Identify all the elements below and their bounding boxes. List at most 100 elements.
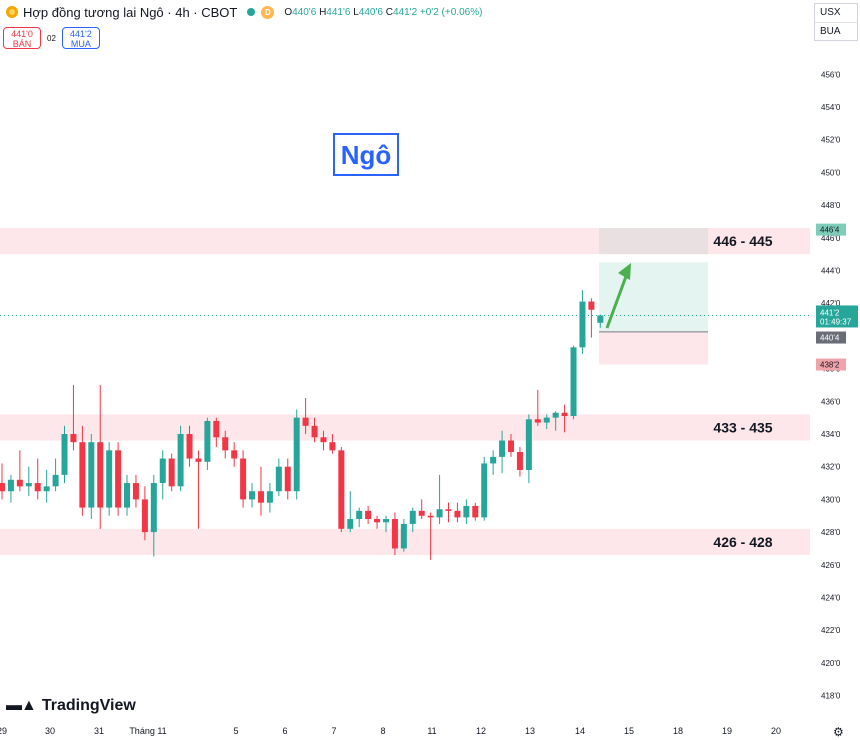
candle-body[interactable] — [552, 412, 559, 418]
candle-body[interactable] — [445, 509, 452, 511]
candle-body[interactable] — [88, 442, 95, 508]
candle-body[interactable] — [365, 510, 372, 520]
candle-body[interactable] — [499, 440, 506, 457]
candle-body[interactable] — [61, 434, 68, 475]
candle-body[interactable] — [275, 466, 282, 492]
candle-body[interactable] — [97, 442, 104, 508]
candle-body[interactable] — [508, 440, 515, 452]
candle-body[interactable] — [588, 301, 595, 310]
tradingview-logo[interactable]: ▬▲ TradingView — [6, 697, 136, 714]
candle-body[interactable] — [213, 420, 220, 438]
candle-body[interactable] — [391, 519, 398, 549]
settings-gear-icon[interactable]: ⚙ — [833, 725, 844, 739]
candle-body[interactable] — [106, 450, 113, 508]
candle-body[interactable] — [70, 434, 77, 443]
candle-body[interactable] — [132, 483, 139, 500]
candle-body[interactable] — [481, 463, 488, 518]
candle-body[interactable] — [177, 434, 184, 487]
price-tick-label: 426'0 — [821, 561, 841, 570]
candle-body[interactable] — [597, 315, 604, 323]
stop-area[interactable] — [599, 331, 708, 365]
candle-body[interactable] — [79, 442, 86, 508]
candle-body[interactable] — [534, 419, 541, 423]
candle-body[interactable] — [418, 510, 425, 516]
candle-body[interactable] — [374, 519, 381, 523]
candle-body[interactable] — [409, 510, 416, 524]
unit-selector[interactable]: USX BUA — [814, 3, 858, 41]
candle-body[interactable] — [124, 483, 131, 508]
unit-option[interactable]: BUA — [820, 26, 841, 37]
time-tick-label: 7 — [331, 726, 337, 736]
target-price-tag-bg — [816, 223, 846, 236]
time-tick-label: 5 — [233, 726, 239, 736]
candle-body[interactable] — [329, 442, 336, 451]
candle-body[interactable] — [222, 437, 229, 451]
candle-body[interactable] — [43, 486, 50, 492]
candle-body[interactable] — [25, 483, 32, 487]
open-value: 440'6 — [292, 6, 317, 18]
time-tick-label: 6 — [282, 726, 288, 736]
time-tick-label: 12 — [475, 726, 487, 736]
candle-body[interactable] — [382, 519, 389, 523]
sell-button[interactable]: 441'0 BÁN — [3, 27, 41, 49]
price-tick-label: 434'0 — [821, 430, 841, 439]
candle-body[interactable] — [436, 509, 443, 518]
candle-body[interactable] — [0, 483, 5, 492]
candle-body[interactable] — [454, 510, 461, 518]
candle-body[interactable] — [400, 523, 407, 549]
candle-body[interactable] — [186, 434, 193, 459]
candle-body[interactable] — [561, 412, 568, 417]
candle-body[interactable] — [320, 437, 327, 443]
entry-price-tag: 440'4 — [820, 334, 840, 343]
time-tick-label: 15 — [623, 726, 635, 736]
candle-body[interactable] — [240, 458, 247, 500]
candle-body[interactable] — [231, 450, 238, 459]
time-tick-label: 14 — [574, 726, 586, 736]
candle-body[interactable] — [427, 515, 434, 518]
buy-button[interactable]: 441'2 MUA — [61, 27, 100, 49]
time-tick-label: 20 — [770, 726, 782, 736]
candle-body[interactable] — [516, 451, 523, 470]
price-tick-label: 454'0 — [821, 103, 841, 112]
candle-body[interactable] — [115, 450, 122, 508]
candle-body[interactable] — [159, 458, 166, 484]
high-value: 441'6 — [326, 6, 351, 18]
time-tick-label: 8 — [380, 726, 386, 736]
candle-body[interactable] — [311, 425, 318, 438]
candle-body[interactable] — [249, 491, 256, 500]
symbol-title[interactable]: Hợp đồng tương lai Ngô · 4h · CBOT — [23, 4, 238, 20]
candle-body[interactable] — [356, 510, 363, 520]
candle-body[interactable] — [347, 519, 354, 529]
candle-body[interactable] — [141, 499, 148, 533]
candle-body[interactable] — [195, 458, 202, 462]
title-box[interactable] — [333, 133, 399, 176]
candle-body[interactable] — [525, 419, 532, 470]
candle-body[interactable] — [7, 479, 14, 492]
candle-body[interactable] — [150, 483, 157, 533]
candle-body[interactable] — [284, 466, 291, 492]
price-tick-label: 448'0 — [821, 201, 841, 210]
time-tick-label: Tháng 11 — [129, 726, 167, 736]
trade-panel: 441'0 BÁN 02 441'2 MUA — [3, 27, 100, 49]
candle-body[interactable] — [257, 491, 264, 503]
candle-body[interactable] — [204, 420, 211, 462]
target-area[interactable] — [599, 262, 708, 332]
candle-body[interactable] — [490, 456, 497, 464]
price-tick-label: 456'0 — [821, 70, 841, 79]
candle-body[interactable] — [543, 417, 550, 423]
candle-body[interactable] — [293, 417, 300, 492]
candle-body[interactable] — [34, 483, 41, 492]
candle-body[interactable] — [168, 458, 175, 487]
candle-body[interactable] — [266, 491, 273, 503]
bar-countdown: 01:49:37 — [820, 317, 852, 326]
currency-option[interactable]: USX — [815, 4, 857, 23]
candle-body[interactable] — [570, 347, 577, 417]
candle-body[interactable] — [302, 417, 309, 426]
candle-body[interactable] — [472, 505, 479, 518]
candle-body[interactable] — [52, 474, 59, 487]
candle-body[interactable] — [463, 505, 470, 518]
candle-body[interactable] — [16, 479, 23, 487]
candle-body[interactable] — [338, 450, 345, 529]
candle-body[interactable] — [579, 301, 586, 348]
